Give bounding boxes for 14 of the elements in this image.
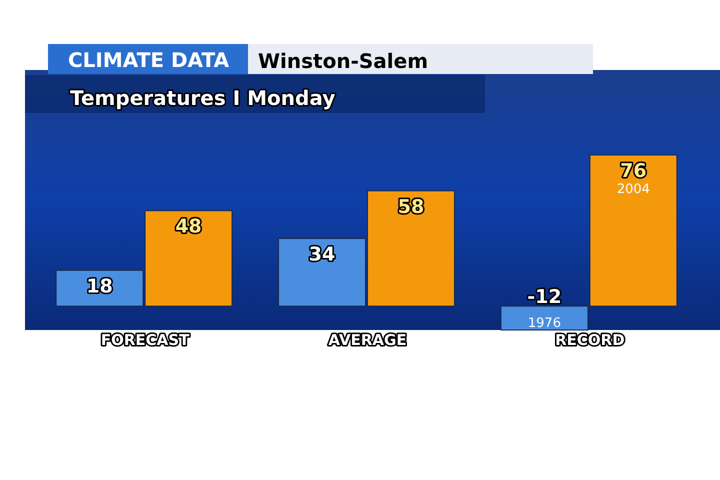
annotation: 1976 [528, 316, 561, 332]
data-label: 18 [86, 275, 113, 298]
data-label: 34 [308, 244, 336, 266]
chart-title: CLIMATE DATA [68, 48, 230, 72]
data-label: 48 [175, 216, 202, 238]
text: Temperatures I Monday [70, 86, 336, 110]
chart-subtitle: Winston-Salem [258, 49, 428, 73]
x-tick-label: RECORD [555, 331, 625, 349]
annotation: 2004 [616, 182, 650, 197]
data-label: 76 [620, 160, 647, 182]
data-label: -12 [527, 286, 562, 308]
x-tick-label: AVERAGE [328, 331, 407, 349]
x-tick-label: FORECAST [100, 331, 190, 349]
data-label: 58 [398, 196, 424, 218]
